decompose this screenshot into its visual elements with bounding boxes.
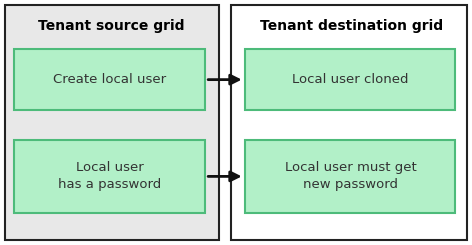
Bar: [5, 5, 219, 240]
Text: Tenant source grid: Tenant source grid: [38, 19, 184, 33]
Bar: [14, 140, 205, 213]
Bar: [231, 5, 467, 240]
Text: Create local user: Create local user: [53, 73, 166, 86]
Bar: [14, 49, 205, 110]
Text: Local user cloned: Local user cloned: [292, 73, 409, 86]
Text: Local user
has a password: Local user has a password: [58, 161, 161, 191]
Bar: [245, 140, 455, 213]
Text: Tenant destination grid: Tenant destination grid: [260, 19, 443, 33]
Text: Local user must get
new password: Local user must get new password: [285, 161, 416, 191]
Bar: [245, 49, 455, 110]
